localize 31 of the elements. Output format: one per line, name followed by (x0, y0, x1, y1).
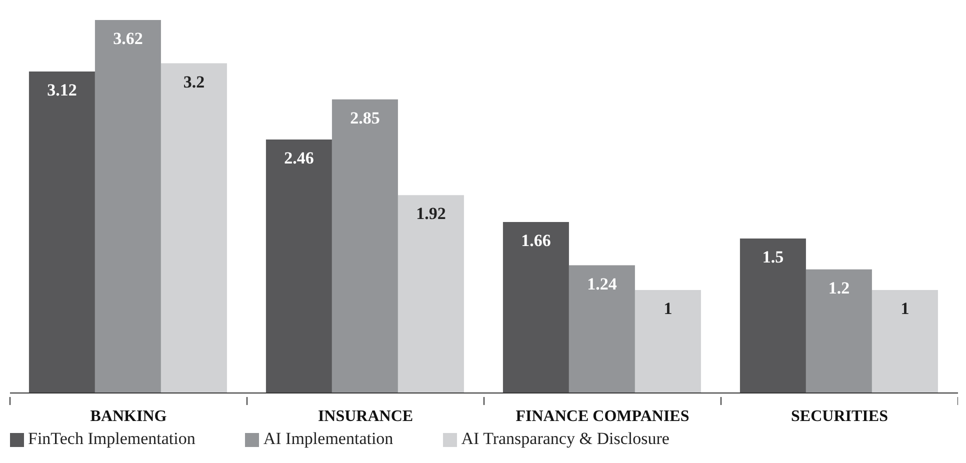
bar (398, 195, 464, 393)
legend-label: FinTech Implementation (28, 429, 196, 448)
bar (94, 20, 161, 393)
data-label: 3.12 (47, 80, 77, 100)
data-label: 1.66 (521, 231, 551, 250)
x-tick-label: FINANCE COMPANIES (516, 408, 690, 425)
bar (568, 265, 635, 393)
bar (872, 290, 938, 393)
data-label: 1 (664, 299, 672, 318)
data-label: 2.85 (350, 108, 380, 128)
legend-label: AI Implementation (263, 429, 394, 448)
bar (266, 140, 332, 393)
bar (740, 238, 806, 393)
data-label: 3.2 (183, 72, 205, 92)
bar (634, 290, 701, 393)
bar (502, 222, 569, 393)
bar (28, 72, 95, 393)
bar (806, 269, 872, 393)
data-label: 1.2 (828, 278, 850, 298)
x-tick-label: INSURANCE (318, 408, 414, 425)
bar (160, 63, 227, 393)
data-label: 1 (900, 299, 910, 318)
x-tick-label: BANKING (90, 408, 168, 425)
x-tick-label: SECURITIES (791, 408, 888, 425)
data-label: 1.5 (762, 248, 784, 267)
data-label: 1.24 (587, 274, 618, 294)
legend-label: AI Transparancy & Disclosure (461, 429, 670, 448)
data-label: 1.92 (416, 204, 446, 224)
data-label: 2.46 (284, 148, 314, 168)
data-label: 3.62 (113, 29, 143, 48)
bar (332, 99, 398, 393)
